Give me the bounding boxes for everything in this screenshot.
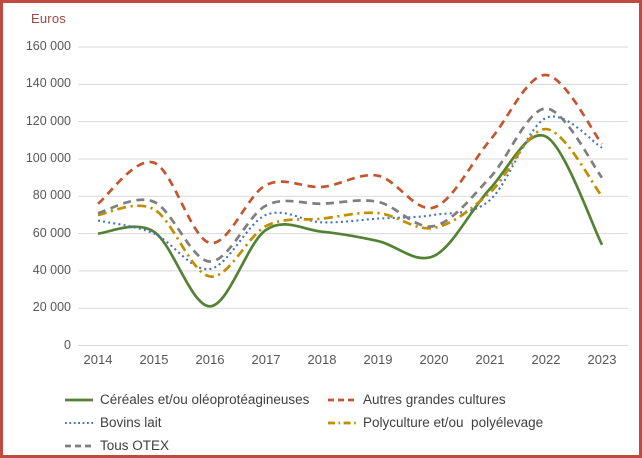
legend-label: Bovins lait [100,415,162,430]
y-axis-title: Euros [31,11,66,26]
x-tick-label: 2019 [363,352,393,367]
legend-line-sample [65,398,93,401]
legend-line-sample [65,421,93,424]
line-chart-plot [78,46,628,346]
y-tick-label: 160 000 [25,39,71,53]
x-tick-label: 2020 [419,352,449,367]
x-tick-label: 2023 [587,352,617,367]
legend-label: Autres grandes cultures [363,392,506,407]
x-tick-label: 2021 [475,352,505,367]
series-line-2 [97,115,603,271]
series-line-4 [97,107,604,263]
legend-label: Polyculture et/ou polyélevage [363,415,544,430]
legend-line-sample [328,398,356,401]
x-tick-label: 2015 [139,352,169,367]
y-tick-label: 20 000 [32,300,71,315]
y-tick-label: 140 000 [25,76,71,91]
x-tick-label: 2014 [83,352,113,367]
series-line-3 [97,127,604,278]
x-tick-label: 2016 [195,352,225,367]
y-tick-label: 60 000 [32,225,71,240]
legend-item-2: Bovins lait [65,415,162,430]
y-tick-label: 100 000 [25,150,71,165]
y-tick-label: 120 000 [25,113,71,128]
legend-line-sample [328,421,356,424]
legend-item-3: Polyculture et/ou polyélevage [328,415,543,430]
legend-item-0: Céréales et/ou oléoprotéagineuses [65,392,309,407]
legend-item-1: Autres grandes cultures [328,392,506,407]
legend-label: Tous OTEX [100,438,170,453]
legend-item-4: Tous OTEX [65,438,169,453]
y-tick-label: 40 000 [32,262,71,277]
y-tick-label: 80 000 [32,188,71,203]
legend-label: Céréales et/ou oléoprotéagineuses [100,392,310,407]
y-tick-label: 0 [64,337,71,352]
series-line-1 [97,73,604,245]
x-tick-label: 2022 [531,352,561,367]
x-tick-label: 2017 [251,352,281,367]
x-tick-label: 2018 [307,352,337,367]
legend-line-sample [65,444,93,447]
